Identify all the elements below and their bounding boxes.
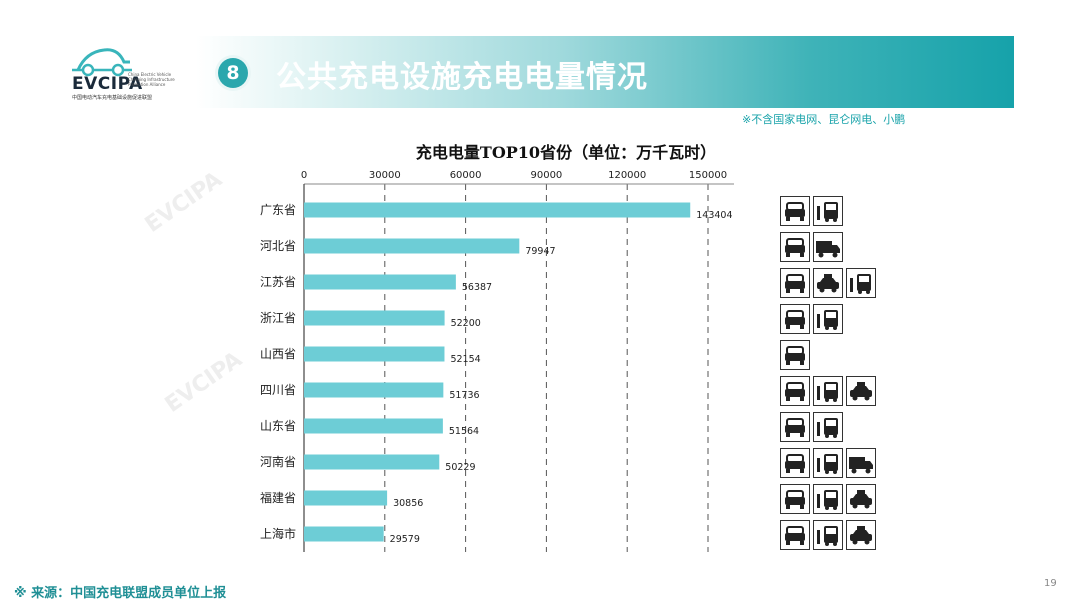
- chart-title: 充电电量TOP10省份（单位：万千瓦时）: [416, 143, 716, 162]
- x-tick-label: 0: [301, 170, 307, 181]
- charger-bus-icon: [813, 448, 843, 478]
- icon-row: [780, 304, 843, 334]
- bar: [304, 238, 520, 254]
- category-label: 山东省: [260, 419, 296, 433]
- car-icon: [780, 196, 810, 226]
- car-icon: [780, 232, 810, 262]
- charger-bus-icon: [813, 196, 843, 226]
- car-icon: [780, 268, 810, 298]
- title-banner: [196, 36, 1014, 108]
- charger-bus-icon: [813, 376, 843, 406]
- bar: [304, 202, 691, 218]
- x-tick-label: 30000: [369, 170, 401, 181]
- taxi-icon: [846, 376, 876, 406]
- truck-icon: [846, 448, 876, 478]
- icon-row: [780, 232, 843, 262]
- charger-bus-icon: [813, 412, 843, 442]
- category-label: 四川省: [260, 383, 296, 397]
- car-icon: [780, 448, 810, 478]
- page-title: 公共充电设施充电电量情况: [276, 60, 648, 95]
- icon-row: [780, 268, 876, 298]
- logo-english-text: China Electric Vehicle Charging Infrastr…: [128, 72, 175, 87]
- bar: [304, 310, 445, 326]
- value-label: 56387: [462, 282, 492, 293]
- car-icon: [780, 412, 810, 442]
- section-number-badge: 8: [218, 58, 248, 88]
- value-label: 30856: [393, 498, 423, 509]
- taxi-icon: [846, 520, 876, 550]
- value-label: 51564: [449, 426, 479, 437]
- icon-row: [780, 484, 876, 514]
- source-footnote: ※ 来源：中国充电联盟成员单位上报: [14, 586, 227, 601]
- bar: [304, 490, 388, 506]
- truck-icon: [813, 232, 843, 262]
- category-label: 广东省: [260, 203, 296, 217]
- category-label: 江苏省: [260, 275, 296, 289]
- value-label: 79947: [525, 246, 555, 257]
- taxi-icon: [846, 484, 876, 514]
- car-icon: [780, 484, 810, 514]
- evcipa-logo-icon: [72, 48, 132, 77]
- exclusion-note: ※不含国家电网、昆仑网电、小鹏: [742, 113, 906, 126]
- watermark: EVCIPA: [140, 167, 227, 238]
- icon-row: [780, 196, 843, 226]
- category-label: 河南省: [260, 454, 296, 469]
- x-tick-label: 90000: [530, 170, 562, 181]
- category-label: 上海市: [260, 526, 296, 541]
- value-label: 52154: [450, 354, 480, 365]
- page-number: 19: [1044, 578, 1057, 589]
- bar: [304, 454, 440, 470]
- x-tick-label: 120000: [608, 170, 646, 181]
- value-label: 51736: [449, 390, 479, 401]
- category-label: 福建省: [260, 490, 296, 505]
- icon-row: [780, 520, 876, 550]
- car-icon: [780, 304, 810, 334]
- charger-bus-icon: [813, 520, 843, 550]
- charger-bus-icon: [846, 268, 876, 298]
- car-icon: [780, 340, 810, 370]
- value-label: 29579: [390, 534, 420, 545]
- bar-chart: 充电电量TOP10省份（单位：万千瓦时） 0 30000 60000 90000 120…: [260, 143, 734, 552]
- logo-text: EVCIPA: [72, 74, 143, 94]
- value-label: 143404: [696, 210, 732, 221]
- icon-row: [780, 448, 876, 478]
- bar: [304, 274, 456, 290]
- category-label: 河北省: [260, 239, 296, 253]
- charger-bus-icon: [813, 304, 843, 334]
- value-label: 52200: [451, 318, 481, 329]
- taxi-icon: [813, 268, 843, 298]
- bar: [304, 346, 445, 362]
- category-label: 山西省: [260, 347, 296, 361]
- car-icon: [780, 520, 810, 550]
- bar: [304, 418, 443, 434]
- value-label: 50229: [445, 462, 475, 473]
- charger-bus-icon: [813, 484, 843, 514]
- watermark: EVCIPA: [160, 347, 247, 418]
- logo-subtitle: 中国电动汽车充电基础设施促进联盟: [72, 95, 153, 101]
- icon-row: [780, 340, 810, 370]
- category-label: 浙江省: [260, 311, 296, 325]
- x-tick-label: 60000: [450, 170, 482, 181]
- icon-row: [780, 376, 876, 406]
- x-tick-label: 150000: [689, 170, 727, 181]
- bar: [304, 526, 384, 542]
- bar: [304, 382, 444, 398]
- icon-row: [780, 412, 843, 442]
- car-icon: [780, 376, 810, 406]
